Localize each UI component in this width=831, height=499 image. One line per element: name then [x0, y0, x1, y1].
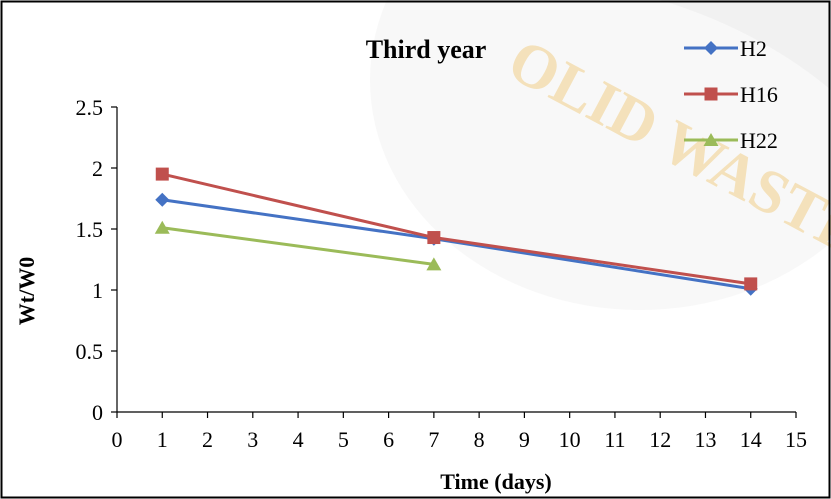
x-tick-label: 3	[247, 427, 258, 452]
legend: H2 H16 H22	[684, 36, 778, 153]
y-tick-label: 2	[92, 156, 103, 181]
series-line-h22	[162, 226, 435, 266]
x-tick-label: 6	[383, 427, 394, 452]
x-tick-label: 0	[112, 427, 123, 452]
x-tick-label: 2	[202, 427, 213, 452]
data-point-h16	[744, 277, 758, 291]
y-tick-label: 2.5	[76, 95, 104, 120]
legend-item-h16: H16	[684, 82, 778, 107]
watermark-globe	[370, 0, 831, 310]
x-tick-label: 14	[740, 427, 762, 452]
chart-title: Third year	[366, 35, 487, 64]
y-tick-label: 1.5	[76, 217, 104, 242]
x-tick-label: 11	[604, 427, 625, 452]
x-tick-label: 12	[649, 427, 671, 452]
x-tick-label: 13	[694, 427, 716, 452]
legend-marker	[704, 41, 718, 55]
legend-label: H16	[740, 82, 778, 107]
y-axis-title: Wt/W0	[14, 257, 39, 325]
series-h16	[155, 167, 758, 291]
legend-item-h22: H22	[684, 128, 778, 153]
x-tick-label: 4	[293, 427, 304, 452]
y-axis-ticks: 0 0.5 1 1.5 2 2.5	[76, 95, 117, 425]
data-point-h22	[426, 257, 442, 271]
x-tick-label: 10	[559, 427, 581, 452]
x-tick-label: 1	[157, 427, 168, 452]
x-tick-label: 7	[428, 427, 439, 452]
y-tick-label: 0.5	[76, 339, 104, 364]
series-h22	[154, 220, 442, 271]
x-tick-label: 9	[519, 427, 530, 452]
legend-label: H22	[740, 128, 778, 153]
x-tick-label: 5	[338, 427, 349, 452]
y-tick-label: 1	[92, 278, 103, 303]
x-axis-ticks: 0 1 2 3 4 5 6 7 8 9 10 11 12 13 14 15	[112, 412, 807, 452]
data-point-h16	[427, 231, 441, 245]
watermark: OLID WASTE INSTITU	[370, 0, 831, 396]
legend-marker	[704, 87, 718, 101]
watermark-continent	[660, 0, 831, 90]
x-axis-title: Time (days)	[440, 469, 551, 494]
data-point-h16	[155, 167, 169, 181]
legend-marker	[703, 133, 719, 146]
x-tick-label: 8	[474, 427, 485, 452]
x-tick-label: 15	[785, 427, 807, 452]
legend-item-h2: H2	[684, 36, 767, 61]
series-layer	[154, 167, 758, 296]
legend-label: H2	[740, 36, 767, 61]
data-point-h22	[154, 220, 170, 234]
data-point-h2	[155, 192, 170, 207]
y-tick-label: 0	[92, 400, 103, 425]
